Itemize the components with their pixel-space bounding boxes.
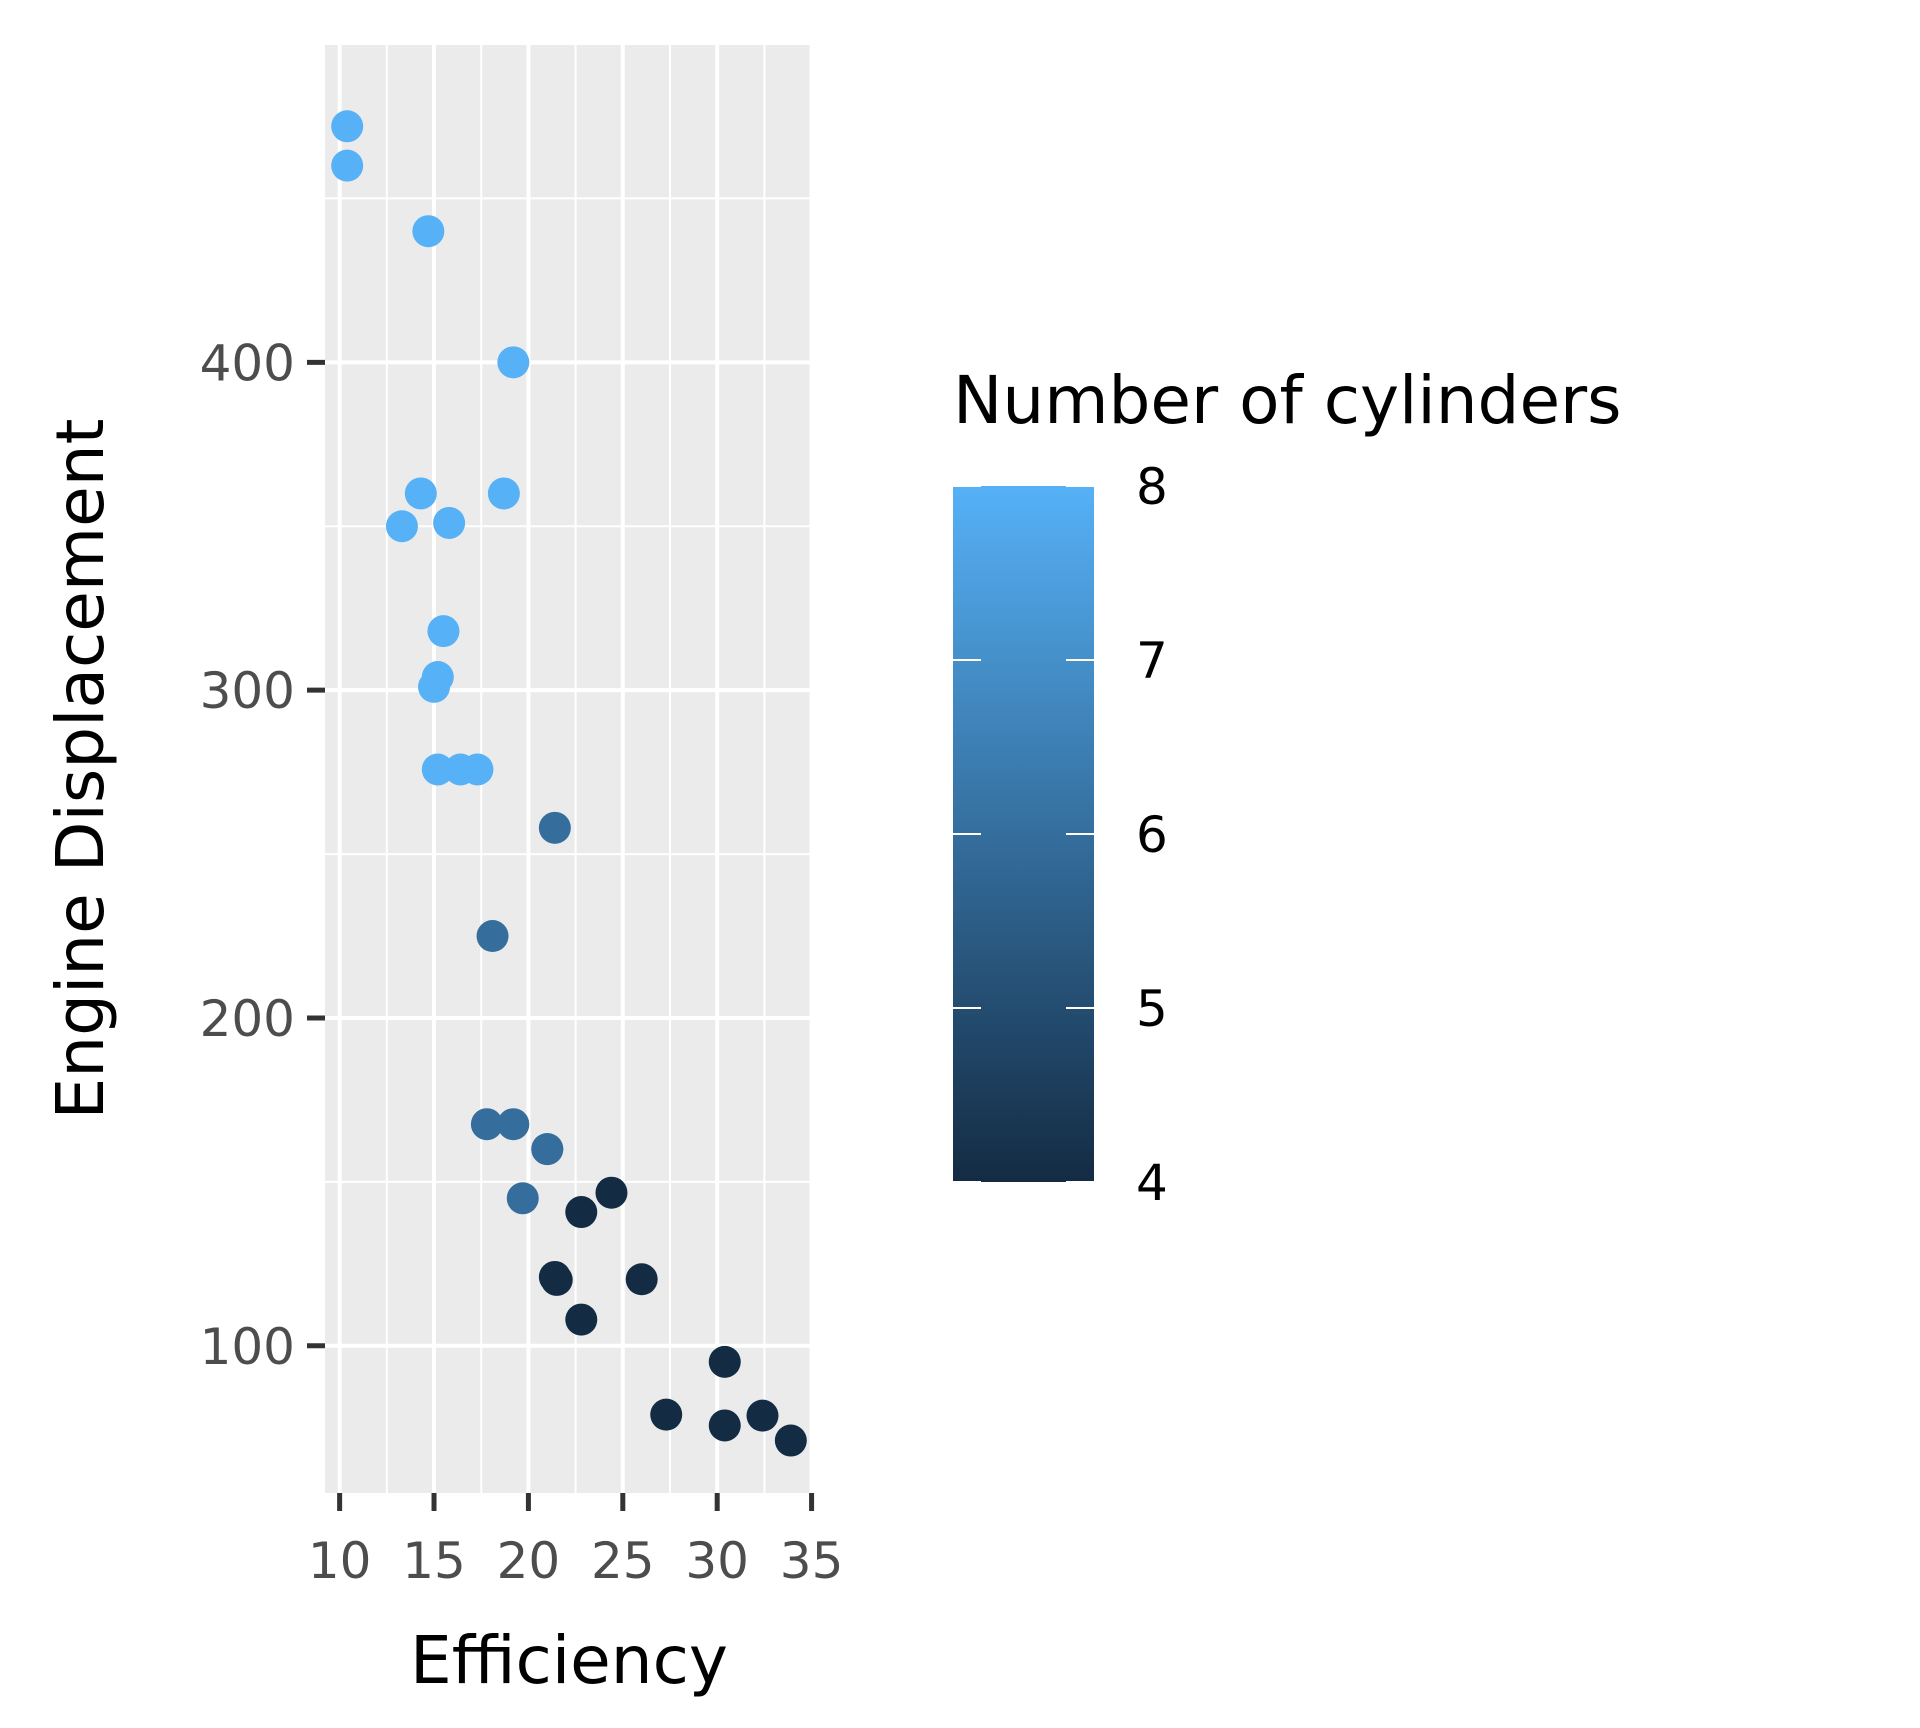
data-point	[565, 1303, 598, 1336]
data-point	[461, 753, 494, 786]
data-point	[650, 1398, 683, 1431]
y-axis-title: Engine Displacement	[42, 419, 119, 1120]
y-tick-label: 200	[200, 990, 295, 1048]
legend-tick-label: 5	[1136, 980, 1168, 1038]
data-point	[412, 215, 445, 248]
legend-ticks: 4 5 6 7 8	[953, 458, 1168, 1212]
x-tick-label: 25	[591, 1532, 655, 1590]
data-point	[595, 1176, 628, 1209]
legend-tick-label: 8	[1136, 458, 1168, 516]
data-point	[497, 346, 530, 379]
data-point	[331, 110, 364, 143]
data-point	[427, 615, 460, 648]
y-axis: 100 200 300 400	[200, 334, 325, 1376]
x-axis-title: Efficiency	[410, 1622, 728, 1699]
data-point	[487, 477, 520, 510]
legend-tick-label: 4	[1136, 1154, 1168, 1212]
x-tick-label: 35	[780, 1532, 844, 1590]
x-tick-label: 10	[308, 1532, 372, 1590]
data-point	[418, 670, 451, 703]
y-tick-label: 300	[200, 662, 295, 720]
data-point	[497, 1108, 530, 1141]
scatter-points	[331, 110, 807, 1457]
legend-tick-label: 7	[1136, 632, 1168, 690]
data-point	[331, 149, 364, 182]
data-point	[565, 1196, 598, 1229]
x-tick-label: 20	[497, 1532, 561, 1590]
y-tick-label: 400	[200, 334, 295, 392]
data-point	[470, 1108, 503, 1141]
x-axis: 10 15 20 25 30 35	[308, 1493, 844, 1590]
x-tick-label: 30	[685, 1532, 749, 1590]
data-point	[476, 920, 509, 953]
data-point	[708, 1345, 741, 1378]
data-point	[433, 506, 466, 539]
legend-title: Number of cylinders	[953, 362, 1622, 439]
data-point	[538, 1260, 571, 1293]
data-point	[506, 1182, 539, 1215]
y-tick-label: 100	[200, 1318, 295, 1376]
data-point	[625, 1263, 658, 1296]
data-point	[538, 811, 571, 844]
x-tick-label: 15	[402, 1532, 466, 1590]
data-point	[404, 477, 437, 510]
legend-tick-label: 6	[1136, 806, 1168, 864]
color-legend: Number of cylinders 4 5 6 7 8	[953, 362, 1622, 1212]
data-point	[774, 1424, 807, 1457]
data-point	[746, 1399, 779, 1432]
data-point	[421, 753, 454, 786]
data-point	[531, 1133, 564, 1166]
data-point	[708, 1409, 741, 1442]
data-point	[385, 510, 418, 543]
plot-panel	[325, 45, 813, 1493]
